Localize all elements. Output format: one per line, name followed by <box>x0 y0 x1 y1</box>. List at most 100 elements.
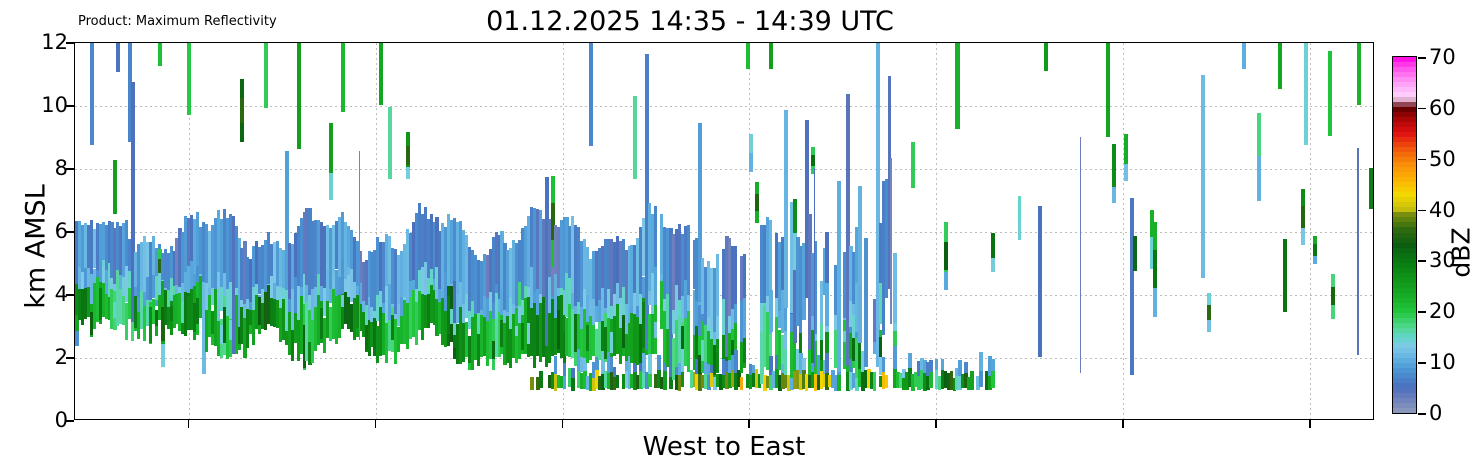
reflectivity-cell <box>98 263 102 291</box>
reflectivity-cell <box>580 357 584 373</box>
colorbar-tick-label: 40 <box>1429 197 1456 222</box>
reflectivity-cell <box>246 309 250 349</box>
reflectivity-cell <box>255 294 259 329</box>
reflectivity-cell <box>955 367 960 377</box>
reflectivity-cell <box>985 370 989 391</box>
colorbar-band <box>1393 352 1416 358</box>
reflectivity-cell <box>261 302 265 318</box>
reflectivity-cell <box>784 375 788 389</box>
reflectivity-cell <box>178 293 182 332</box>
reflectivity-cell <box>597 247 602 301</box>
y-tick-mark <box>66 42 74 44</box>
reflectivity-cell <box>766 375 771 389</box>
reflectivity-cell <box>521 227 525 301</box>
reflectivity-cell <box>662 298 667 321</box>
reflectivity-cell <box>772 371 776 388</box>
reflectivity-cell <box>293 233 297 277</box>
reflectivity-cell <box>107 283 111 297</box>
x-tick-mark <box>1309 420 1311 428</box>
reflectivity-cell <box>618 240 622 298</box>
reflectivity-cell <box>385 234 389 287</box>
reflectivity-cell <box>482 316 486 357</box>
reflectivity-cell <box>299 218 303 287</box>
reflectivity-cell <box>872 298 877 355</box>
reflectivity-cell <box>364 324 368 351</box>
reflectivity-cell <box>278 308 282 343</box>
reflectivity-cell <box>530 207 534 267</box>
reflectivity-cell <box>739 255 743 302</box>
reflectivity-cell <box>524 226 528 286</box>
reflectivity-cell <box>914 371 918 388</box>
reflectivity-cell <box>190 289 194 331</box>
reflectivity-cell <box>113 160 118 214</box>
reflectivity-cell <box>116 221 120 270</box>
y-tick-mark <box>66 105 74 107</box>
reflectivity-cell <box>781 372 785 390</box>
reflectivity-cell <box>600 321 605 351</box>
reflectivity-cell <box>140 242 144 292</box>
reflectivity-cell <box>166 252 170 290</box>
reflectivity-cell <box>181 301 185 324</box>
reflectivity-cell <box>798 309 802 350</box>
reflectivity-cell <box>125 302 129 341</box>
colorbar-band <box>1393 161 1416 168</box>
reflectivity-cell <box>733 350 738 373</box>
reflectivity-cell <box>202 282 206 374</box>
reflectivity-cell <box>580 241 584 308</box>
reflectivity-cell <box>397 326 401 352</box>
colorbar-band <box>1393 196 1416 203</box>
reflectivity-cell <box>509 247 513 298</box>
reflectivity-cell <box>264 292 268 331</box>
reflectivity-cell <box>515 325 519 336</box>
reflectivity-cell <box>110 278 114 296</box>
reflectivity-cell <box>574 314 578 353</box>
reflectivity-cell <box>335 221 339 270</box>
reflectivity-cell <box>376 294 380 321</box>
colorbar-tick-label: 20 <box>1429 299 1456 324</box>
reflectivity-cell <box>609 357 614 372</box>
reflectivity-cell <box>884 178 889 299</box>
reflectivity-cell <box>571 308 575 358</box>
reflectivity-cell <box>816 355 821 375</box>
reflectivity-cell <box>636 237 640 307</box>
reflectivity-cell <box>358 151 361 341</box>
reflectivity-cell <box>849 372 853 391</box>
reflectivity-cell <box>432 289 436 326</box>
reflectivity-cell <box>308 294 312 319</box>
reflectivity-cell <box>355 295 359 328</box>
reflectivity-cell <box>417 270 421 307</box>
reflectivity-cell <box>639 226 643 295</box>
reflectivity-cell <box>101 283 105 317</box>
reflectivity-cell <box>515 243 519 307</box>
reflectivity-cell <box>400 316 404 344</box>
reflectivity-cell <box>837 181 842 372</box>
reflectivity-cell <box>264 43 269 108</box>
reflectivity-cell <box>151 274 155 299</box>
reflectivity-cell <box>75 220 79 285</box>
reflectivity-cell <box>893 323 897 337</box>
reflectivity-cell <box>364 259 368 305</box>
reflectivity-cell <box>589 315 593 360</box>
reflectivity-cell <box>775 317 779 372</box>
reflectivity-cell <box>612 316 616 356</box>
reflectivity-cell <box>287 242 291 300</box>
reflectivity-cell <box>846 93 850 367</box>
reflectivity-cell <box>792 325 797 376</box>
reflectivity-cell <box>857 186 862 343</box>
reflectivity-cell <box>128 270 132 296</box>
colorbar-band <box>1393 286 1416 293</box>
reflectivity-cell <box>816 374 821 390</box>
reflectivity-cell <box>538 371 543 388</box>
reflectivity-cell <box>846 372 850 391</box>
reflectivity-cell <box>642 373 646 389</box>
reflectivity-cell <box>343 292 347 324</box>
reflectivity-cell <box>781 236 785 291</box>
colorbar-tick-label: 70 <box>1429 45 1456 69</box>
reflectivity-cell <box>618 328 622 364</box>
reflectivity-cell <box>417 203 421 271</box>
reflectivity-cell <box>234 295 238 354</box>
reflectivity-cell <box>1301 205 1306 229</box>
reflectivity-cell <box>405 229 410 297</box>
reflectivity-cell <box>169 246 173 295</box>
reflectivity-cell <box>86 287 90 318</box>
